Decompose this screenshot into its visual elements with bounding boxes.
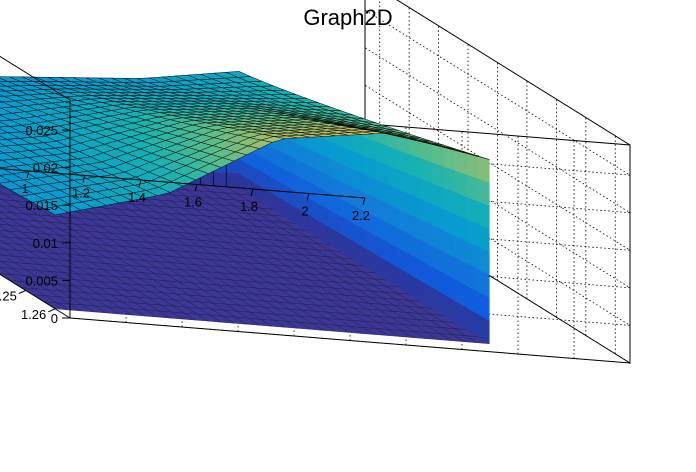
right-skirt-band [454, 170, 467, 198]
y-axis: 1.181.191.21.211.221.231.241.251.26 [0, 289, 56, 322]
bottom-cell [0, 260, 2, 262]
x-tick [194, 184, 198, 192]
x-tick [250, 188, 254, 197]
x-tick [82, 175, 86, 183]
chart-title: Graph2D [303, 5, 392, 30]
x-axis: 0.20.40.60.811.21.41.61.822.2 [21, 170, 370, 223]
y-tick [18, 290, 27, 294]
z-tick-label: 0.025 [25, 123, 58, 138]
skirt-band [213, 171, 227, 188]
x-tick [138, 179, 142, 188]
right-skirt-band [432, 161, 445, 189]
right-skirt-band [466, 196, 479, 225]
bottom-cell [0, 253, 3, 256]
bottom-cell [0, 248, 16, 257]
surface-top-mesh [0, 71, 490, 216]
right-skirt-band [443, 166, 456, 193]
right-skirt-band [477, 178, 490, 206]
z-tick-label: 0 [51, 311, 58, 326]
bottom-cell [0, 191, 4, 194]
bottom-cell [0, 246, 5, 250]
x-tick-label: 2 [301, 204, 308, 219]
bottom-cell [0, 267, 12, 275]
x-tick [362, 197, 366, 206]
x-tick-label: 1.6 [184, 195, 202, 210]
y-tick-label: 1.25 [0, 289, 17, 304]
right-skirt-band [477, 155, 490, 183]
skirt-band [225, 172, 240, 189]
x-tick-label: 2.2 [352, 208, 370, 223]
z-axis: 0 0.005 0.01 0.015 0.02 0.025 [25, 100, 71, 326]
surface-cell [226, 71, 251, 78]
bottom-cell [0, 225, 9, 232]
x-tick [26, 170, 30, 179]
z-tick-label: 0.015 [25, 198, 58, 213]
y-tick-label: 1.26 [21, 307, 46, 322]
bottom-cell [0, 198, 3, 200]
bottom-cell [0, 184, 6, 188]
bottom-cell [0, 254, 15, 263]
right-skirt-band [466, 152, 479, 179]
bottom-cell [0, 261, 13, 269]
bottom-cell [0, 218, 10, 226]
right-skirt-band [466, 174, 479, 202]
x-tick-label: 1.4 [128, 190, 146, 205]
x-tick-label: 1.8 [240, 199, 258, 214]
z-tick-label: 0.005 [25, 273, 58, 288]
y-tick [48, 308, 56, 313]
bottom-cell [0, 232, 7, 238]
x-tick-label: 1 [21, 181, 28, 196]
bottom-cell [0, 239, 6, 244]
x-tick-label: 1.2 [72, 186, 90, 201]
x-tick [306, 193, 310, 201]
z-tick-label: 0.02 [33, 161, 58, 176]
bottom-cell [0, 205, 13, 213]
right-skirt-band [477, 200, 490, 229]
z-tick-label: 0.01 [33, 236, 58, 251]
bottom-cell [0, 205, 2, 206]
bottom-cell [0, 211, 12, 220]
bottom-cell [0, 199, 14, 207]
frame-top-left [0, 55, 71, 101]
bottom-cell [0, 193, 16, 201]
